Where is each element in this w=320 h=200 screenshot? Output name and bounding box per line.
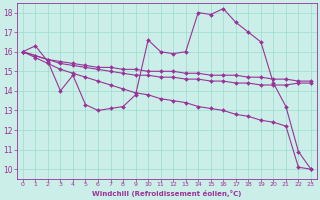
X-axis label: Windchill (Refroidissement éolien,°C): Windchill (Refroidissement éolien,°C) [92,190,242,197]
